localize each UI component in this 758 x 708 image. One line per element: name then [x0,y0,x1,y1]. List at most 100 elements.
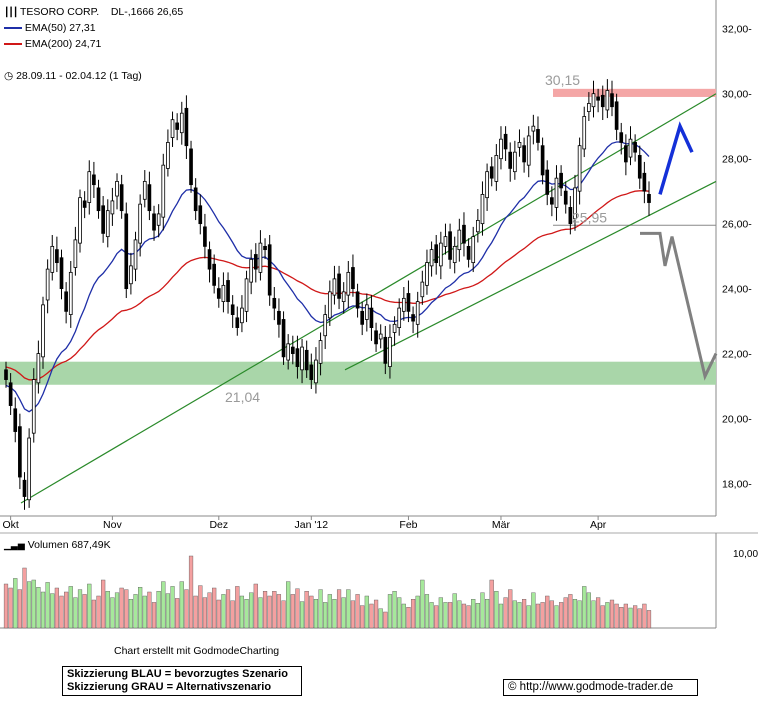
volume-bar [258,597,263,629]
volume-bar [59,595,64,629]
trendline-flat [344,180,717,371]
candle-body [425,262,429,286]
candle-body [68,271,73,315]
support-zone [0,361,716,385]
candle-body [179,112,184,134]
volume-bar [614,603,619,629]
candle-body [175,122,179,130]
ema200-swatch [4,43,22,46]
candle-body [346,271,351,296]
volume-bar [119,587,124,629]
volume-bar [31,579,36,629]
volume-bar [188,555,194,629]
volume-bar [540,602,545,629]
candle-body [508,151,513,169]
candle-body [614,101,619,130]
candle-body [147,184,152,212]
volume-bar [332,599,337,629]
volume-bar [45,582,50,629]
volume-bar [577,600,582,629]
y-tick-label: 20,00- [722,414,752,426]
volume-bar [82,594,87,629]
volume-bar [110,597,115,629]
volume-bar [406,607,411,629]
y-tick-labels: 32,00- 30,00- 28,00- 26,00- 24,00- 22,00- 20,0… [722,24,752,491]
candle-body [429,249,434,267]
volume-bar [637,608,642,629]
candle-body [485,171,489,199]
candle-icon: ┃┃┃ [4,7,18,17]
candle-body [184,107,189,147]
volume-bar [323,602,328,629]
volume-bar [244,599,249,629]
candle-body [513,151,517,173]
candle-body [596,96,600,101]
candle-body [582,116,587,150]
volume-bar [392,591,397,629]
volume-bar [429,602,434,629]
candle-body [337,273,341,299]
volume-bar [559,602,564,629]
y-tick-label: 22,00- [722,349,752,361]
volume-bar [517,602,522,629]
candle-body [355,291,360,309]
volume-bar [503,597,508,629]
volume-bar [420,579,425,629]
candle-body [244,278,249,312]
candle-body [22,479,27,497]
candle-body [235,317,240,328]
candle-body [388,336,392,367]
volume-bar [526,605,531,629]
volume-bar [447,602,453,629]
candle-body [8,382,13,406]
volume-bar [77,589,83,629]
volume-bar [596,597,601,629]
ema50-label: EMA(50) 27,31 [24,22,96,34]
candle-body [207,249,212,270]
volume-bar [212,587,217,629]
resistance-zone [553,88,716,97]
candle-body [415,301,420,325]
x-tick-label: Jan '12 [295,519,329,531]
candle-body [281,319,286,358]
candle-body [341,291,346,303]
candle-body [476,219,480,233]
volume-bar [128,599,133,629]
source-url-link[interactable]: © http://www.godmode-trader.de [503,679,698,696]
y-tick-label: 26,00- [722,219,752,231]
candle-body [401,297,406,312]
volume-bar [105,591,110,629]
volume-bar [170,586,175,629]
volume-bar [91,599,96,629]
candle-body [170,119,175,138]
candle-body [628,138,633,158]
clock-icon: ◷ [4,70,14,82]
volume-bar [466,605,471,629]
volume-bar [87,583,92,629]
volume-bar [387,594,393,629]
volume-bar [17,589,22,629]
y-tick-label: 30,00- [722,89,752,101]
candle-body [600,94,605,108]
volume-bar [568,594,573,629]
volume-bar [633,605,638,629]
candle-body [624,145,628,163]
volume-bar [299,601,305,629]
candle-body [323,314,328,337]
candle-body [124,213,129,290]
candle-body [378,333,383,340]
volume-bar [438,597,443,629]
candle-body [64,291,68,312]
volume-bar [508,589,513,629]
candle-body [443,236,448,247]
volume-bar [609,599,615,629]
candle-body [290,346,295,354]
volume-bar [101,579,106,629]
candle-body [526,135,531,166]
candle-body [457,229,462,251]
candle-body [55,249,59,264]
volume-bar [341,597,346,629]
candle-body [364,304,369,320]
candle-body [119,184,124,212]
candle-body [309,364,314,380]
